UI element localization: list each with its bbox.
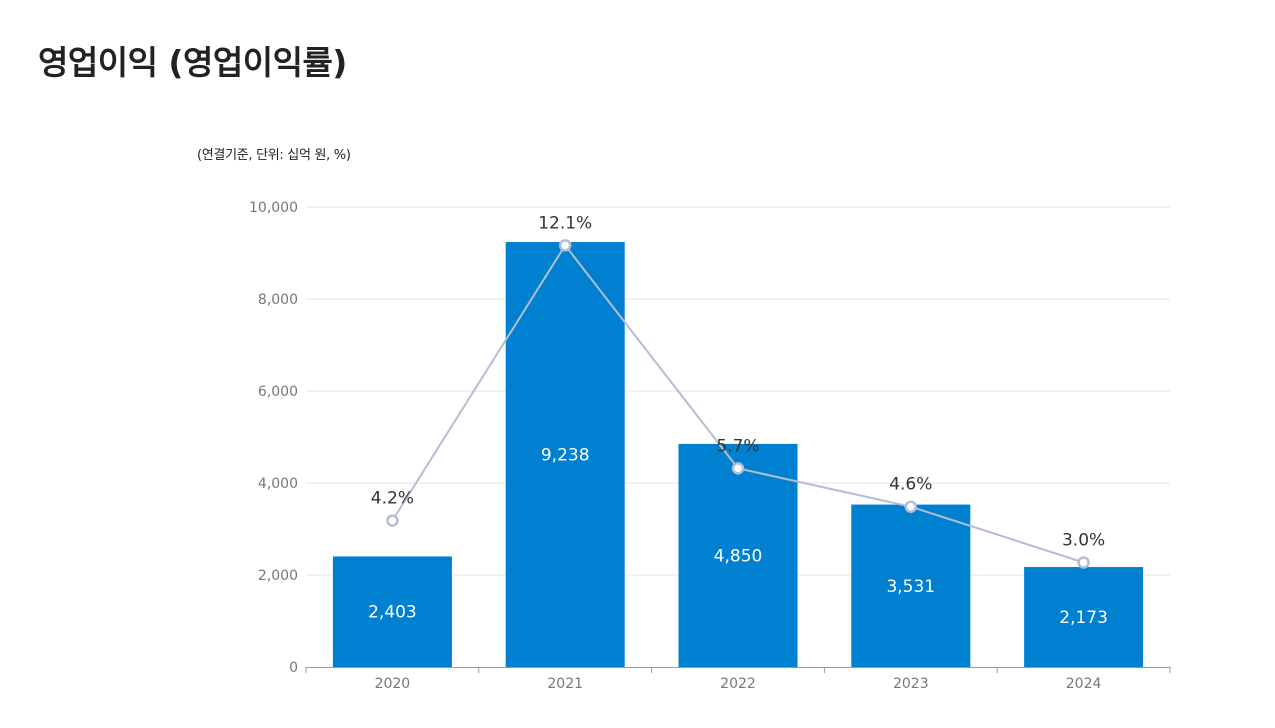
bar-value-label: 4,850 [714,546,763,566]
margin-point [386,514,399,527]
margin-value-label: 4.2% [371,489,414,509]
margin-point [904,500,918,513]
margin-point [1077,556,1090,569]
x-tick-label: 2023 [893,676,929,692]
bar-value-label: 2,173 [1059,608,1108,628]
bar [678,443,798,667]
margin-point [731,462,745,475]
x-tick-label: 2022 [720,676,756,692]
page-title: 영업이익 (영업이익률) [38,43,347,82]
margin-value-label: 4.6% [889,475,932,495]
bar [332,556,452,667]
bar-value-label: 2,403 [368,603,417,623]
bar [851,504,971,667]
margin-value-label: 3.0% [1062,530,1105,550]
margin-point [558,239,572,252]
unit-note: (연결기준, 단위: 십억 원, %) [197,148,351,163]
x-tick-label: 2020 [375,676,411,692]
bar [1024,567,1144,667]
x-tick-label: 2021 [547,676,583,692]
y-tick-label: 8,000 [258,292,298,308]
bar-value-label: 9,238 [541,446,590,466]
y-tick-label: 6,000 [258,384,298,400]
x-tick-label: 2024 [1066,676,1102,692]
y-tick-label: 0 [289,660,298,676]
y-tick-label: 2,000 [258,568,298,584]
y-tick-label: 4,000 [258,476,298,492]
bar [505,242,625,667]
y-tick-label: 10,000 [249,200,298,216]
bar-value-label: 3,531 [886,577,935,597]
margin-value-label: 5.7% [716,436,759,456]
margin-value-label: 12.1% [538,213,592,233]
